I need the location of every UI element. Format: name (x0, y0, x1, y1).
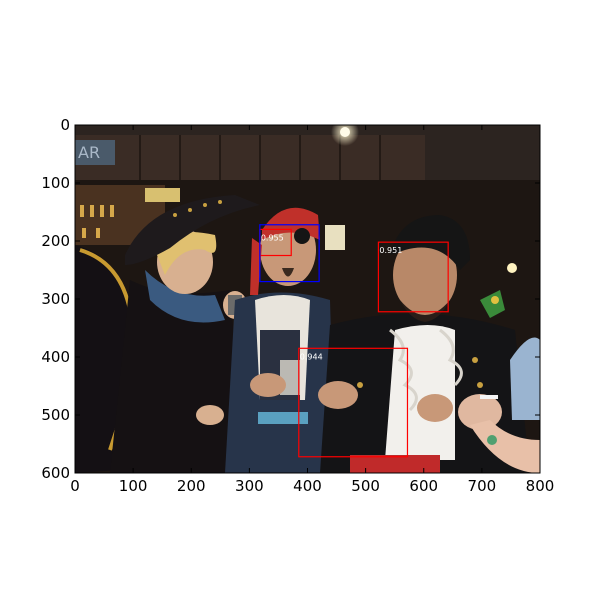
y-tick-label: 300 (41, 290, 70, 308)
x-tick-label: 500 (351, 477, 380, 495)
x-tick-label: 100 (119, 477, 148, 495)
axis-ticks: 0 100 200 300 400 500 600 700 800 0 100 200 300 400 50… (41, 116, 554, 495)
x-tick-label: 0 (70, 477, 80, 495)
x-tick-label: 300 (235, 477, 264, 495)
detection-score-label: 0.944 (300, 352, 323, 361)
detection-score-label: 0.951 (379, 246, 402, 255)
x-tick-label: 600 (409, 477, 438, 495)
y-tick-label: 500 (41, 406, 70, 424)
x-tick-label: 800 (526, 477, 555, 495)
x-tick-label: 400 (293, 477, 322, 495)
y-tick-label: 0 (60, 116, 70, 134)
y-tick-label: 200 (41, 232, 70, 250)
x-tick-label: 200 (177, 477, 206, 495)
detection-box (259, 224, 320, 283)
svg-text:AR: AR (78, 143, 100, 162)
photo: AR (75, 125, 540, 473)
x-tick-label: 700 (468, 477, 497, 495)
y-tick-label: 100 (41, 174, 70, 192)
detection-score-label: 0.955 (261, 233, 284, 242)
detection-box (377, 241, 449, 313)
y-tick-label: 600 (41, 464, 70, 482)
detection-box (298, 347, 409, 458)
detections-layer: 0.955 0.951 0.944 (259, 224, 449, 458)
y-tick-label: 400 (41, 348, 70, 366)
